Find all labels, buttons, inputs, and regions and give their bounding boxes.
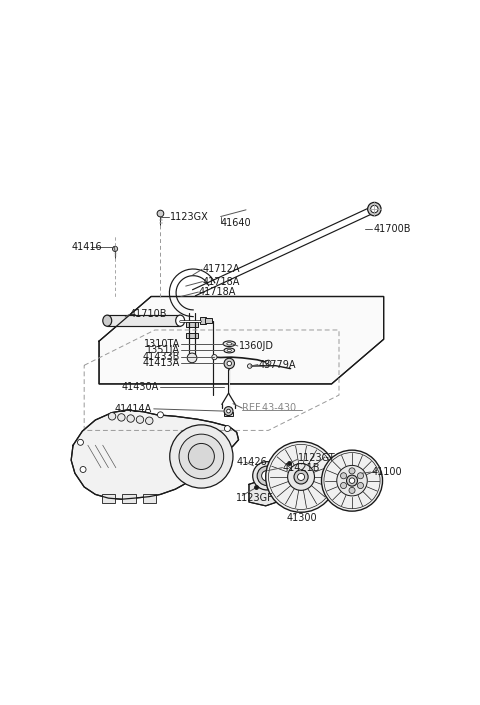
Circle shape — [252, 462, 281, 490]
Circle shape — [188, 443, 215, 470]
Text: 41300: 41300 — [286, 513, 317, 523]
Circle shape — [358, 473, 363, 479]
Text: 41430A: 41430A — [121, 382, 158, 392]
Circle shape — [127, 415, 134, 422]
Ellipse shape — [223, 341, 235, 347]
Ellipse shape — [103, 315, 112, 326]
Circle shape — [257, 466, 276, 486]
Ellipse shape — [227, 350, 231, 352]
Circle shape — [179, 434, 224, 479]
Circle shape — [227, 409, 230, 413]
Circle shape — [80, 467, 86, 472]
Polygon shape — [249, 481, 277, 506]
Circle shape — [118, 414, 125, 421]
Circle shape — [298, 473, 305, 481]
Text: 41426: 41426 — [237, 457, 267, 467]
Circle shape — [358, 482, 363, 489]
Circle shape — [288, 463, 314, 491]
Text: REF.43-430: REF.43-430 — [242, 403, 297, 413]
Bar — [224, 412, 233, 416]
Circle shape — [294, 470, 308, 484]
Circle shape — [112, 246, 118, 252]
Circle shape — [349, 487, 355, 494]
Text: 1360JD: 1360JD — [239, 341, 274, 351]
Circle shape — [227, 361, 231, 366]
Bar — [107, 315, 180, 326]
Circle shape — [212, 355, 217, 360]
Bar — [122, 493, 135, 503]
Circle shape — [368, 202, 381, 216]
Text: 41414A: 41414A — [115, 404, 152, 414]
Circle shape — [157, 210, 164, 217]
Ellipse shape — [227, 343, 232, 345]
Circle shape — [187, 353, 197, 362]
Text: 1310TA: 1310TA — [144, 338, 180, 349]
Circle shape — [108, 412, 116, 420]
Ellipse shape — [224, 348, 235, 353]
Text: 41640: 41640 — [221, 218, 252, 228]
Bar — [102, 493, 115, 503]
Text: 41700B: 41700B — [373, 224, 411, 234]
Text: 41416: 41416 — [71, 242, 102, 252]
Circle shape — [266, 360, 271, 365]
Ellipse shape — [176, 315, 185, 326]
Text: 43779A: 43779A — [259, 360, 296, 369]
Circle shape — [157, 412, 163, 418]
Circle shape — [340, 473, 347, 479]
Text: 41433B: 41433B — [143, 352, 180, 362]
Bar — [186, 321, 198, 327]
Text: 41712A: 41712A — [202, 264, 240, 274]
Polygon shape — [99, 297, 384, 384]
Circle shape — [224, 407, 233, 415]
Bar — [143, 493, 156, 503]
Text: 1123GT: 1123GT — [298, 453, 336, 463]
Circle shape — [225, 426, 230, 431]
Circle shape — [349, 468, 355, 474]
Circle shape — [136, 416, 144, 424]
Circle shape — [371, 205, 378, 213]
Circle shape — [349, 478, 355, 484]
Polygon shape — [71, 410, 239, 499]
Circle shape — [145, 417, 153, 424]
Bar — [200, 317, 206, 324]
Circle shape — [262, 471, 272, 481]
Text: 1123GX: 1123GX — [170, 212, 208, 221]
Circle shape — [224, 358, 234, 369]
Bar — [205, 318, 212, 324]
Circle shape — [248, 364, 252, 368]
Bar — [186, 333, 198, 338]
Text: 41718A: 41718A — [203, 276, 240, 287]
Text: 41710B: 41710B — [130, 309, 167, 319]
Text: 1123GF: 1123GF — [236, 493, 273, 503]
Circle shape — [170, 425, 233, 488]
Text: 1351JA: 1351JA — [146, 345, 180, 355]
Text: 41718A: 41718A — [198, 287, 236, 297]
Circle shape — [77, 439, 84, 446]
Circle shape — [337, 465, 367, 496]
Circle shape — [266, 441, 336, 513]
Circle shape — [347, 475, 358, 486]
Circle shape — [322, 450, 383, 511]
Text: 41413A: 41413A — [143, 358, 180, 369]
Text: 41100: 41100 — [372, 467, 402, 477]
Text: 41421B: 41421B — [282, 462, 320, 472]
Circle shape — [340, 482, 347, 489]
